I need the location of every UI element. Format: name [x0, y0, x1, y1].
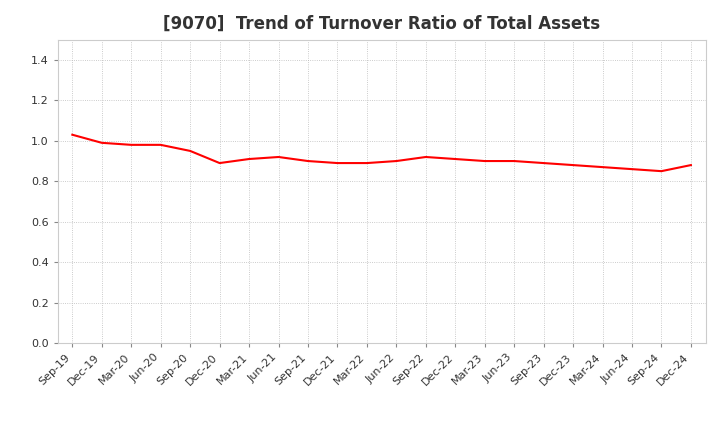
Title: [9070]  Trend of Turnover Ratio of Total Assets: [9070] Trend of Turnover Ratio of Total …	[163, 15, 600, 33]
